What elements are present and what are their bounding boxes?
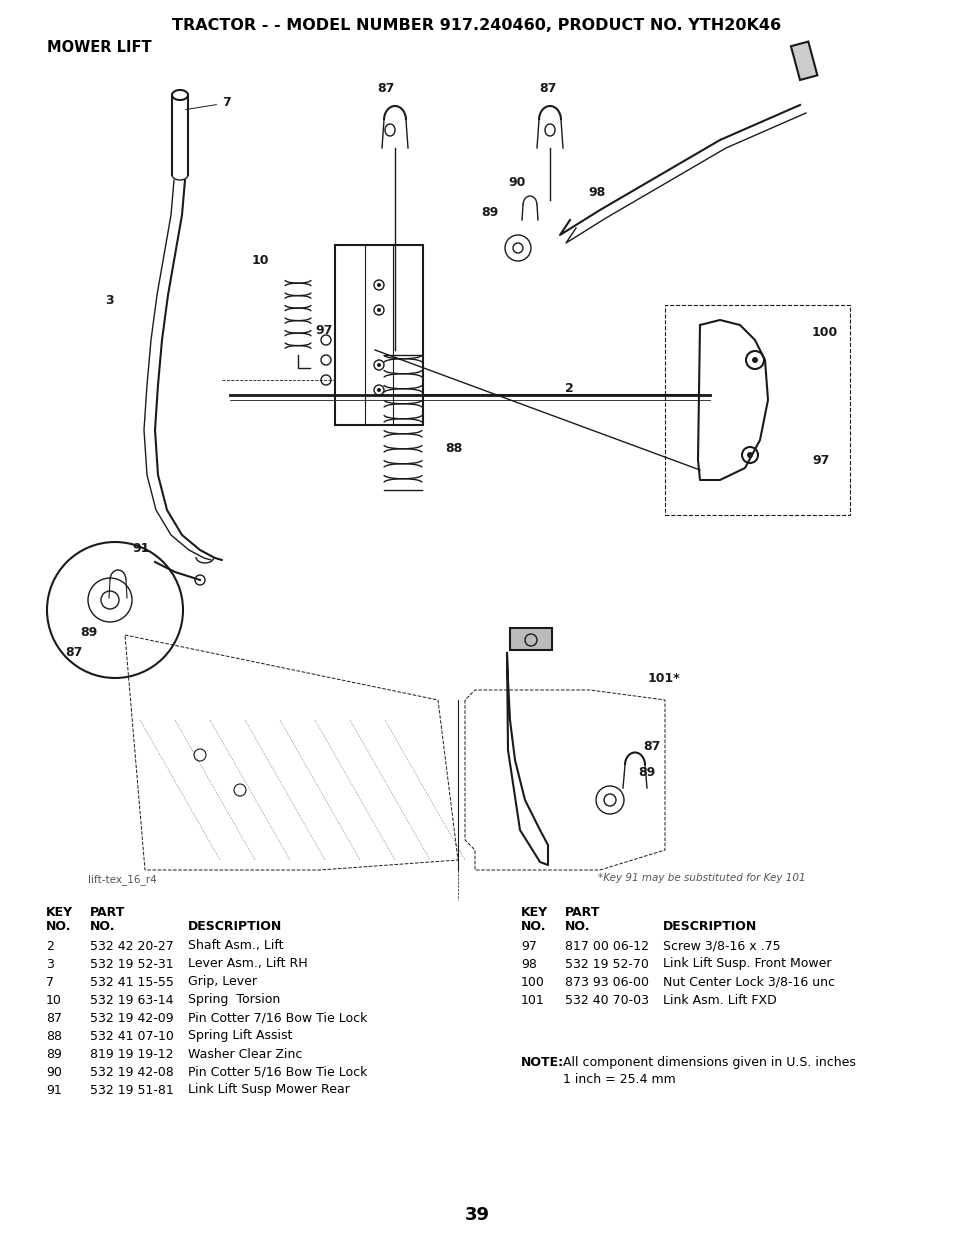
Bar (790, 42, 817, 80)
Text: 3: 3 (46, 957, 53, 971)
Text: NOTE:: NOTE: (520, 1056, 563, 1070)
Text: 2: 2 (46, 940, 53, 952)
Text: 89: 89 (46, 1047, 62, 1061)
Text: DESCRIPTION: DESCRIPTION (188, 920, 282, 934)
Text: NO.: NO. (46, 920, 71, 934)
Text: 100: 100 (520, 976, 544, 988)
Text: 817 00 06-12: 817 00 06-12 (564, 940, 648, 952)
Text: 532 19 52-70: 532 19 52-70 (564, 957, 648, 971)
Text: 91: 91 (132, 541, 150, 555)
Text: lift-tex_16_r4: lift-tex_16_r4 (88, 874, 156, 885)
Text: 532 19 51-81: 532 19 51-81 (90, 1083, 173, 1097)
Text: 87: 87 (377, 82, 395, 95)
Text: KEY: KEY (46, 905, 73, 919)
Text: DESCRIPTION: DESCRIPTION (662, 920, 757, 934)
Text: Nut Center Lock 3/8-16 unc: Nut Center Lock 3/8-16 unc (662, 976, 834, 988)
Text: 90: 90 (46, 1066, 62, 1078)
Text: Washer Clear Zinc: Washer Clear Zinc (188, 1047, 302, 1061)
Text: 819 19 19-12: 819 19 19-12 (90, 1047, 173, 1061)
Text: 89: 89 (480, 206, 497, 220)
Text: 89: 89 (80, 626, 97, 640)
Text: Screw 3/8-16 x .75: Screw 3/8-16 x .75 (662, 940, 780, 952)
Text: Lever Asm., Lift RH: Lever Asm., Lift RH (188, 957, 307, 971)
Text: 7: 7 (46, 976, 54, 988)
Text: 87: 87 (65, 646, 82, 658)
Text: Spring Lift Assist: Spring Lift Assist (188, 1030, 292, 1042)
Text: 100: 100 (811, 326, 838, 338)
Text: *Key 91 may be substituted for Key 101: *Key 91 may be substituted for Key 101 (598, 873, 804, 883)
Text: 101: 101 (520, 993, 544, 1007)
Circle shape (746, 452, 752, 458)
Text: 10: 10 (46, 993, 62, 1007)
Text: 532 19 42-09: 532 19 42-09 (90, 1011, 173, 1025)
Text: 532 41 15-55: 532 41 15-55 (90, 976, 173, 988)
Text: NO.: NO. (90, 920, 115, 934)
Text: 98: 98 (520, 957, 537, 971)
Text: 88: 88 (46, 1030, 62, 1042)
Text: Grip, Lever: Grip, Lever (188, 976, 256, 988)
Text: 39: 39 (464, 1207, 489, 1224)
Text: Link Lift Susp Mower Rear: Link Lift Susp Mower Rear (188, 1083, 350, 1097)
Text: 97: 97 (811, 453, 828, 467)
Text: 90: 90 (507, 177, 525, 189)
Text: 532 42 20-27: 532 42 20-27 (90, 940, 173, 952)
Text: 98: 98 (587, 185, 604, 199)
Text: 88: 88 (444, 441, 462, 454)
Circle shape (376, 388, 380, 391)
Text: 873 93 06-00: 873 93 06-00 (564, 976, 648, 988)
Text: MOWER LIFT: MOWER LIFT (47, 41, 152, 56)
Circle shape (376, 308, 380, 312)
Text: 97: 97 (315, 324, 333, 336)
Text: 3: 3 (106, 294, 114, 306)
Text: 87: 87 (538, 82, 557, 95)
Text: Link Asm. Lift FXD: Link Asm. Lift FXD (662, 993, 776, 1007)
Circle shape (376, 363, 380, 367)
Bar (510, 629, 552, 650)
Circle shape (376, 283, 380, 287)
Bar (335, 245, 422, 425)
Text: 532 40 70-03: 532 40 70-03 (564, 993, 648, 1007)
Text: 7: 7 (186, 96, 231, 110)
Text: 532 19 63-14: 532 19 63-14 (90, 993, 173, 1007)
Text: 532 19 42-08: 532 19 42-08 (90, 1066, 173, 1078)
Text: 89: 89 (638, 767, 655, 779)
Text: NO.: NO. (520, 920, 546, 934)
Text: Pin Cotter 5/16 Bow Tie Lock: Pin Cotter 5/16 Bow Tie Lock (188, 1066, 367, 1078)
Text: 97: 97 (520, 940, 537, 952)
Text: 87: 87 (642, 741, 659, 753)
Bar (664, 305, 849, 515)
Text: 91: 91 (46, 1083, 62, 1097)
Text: 2: 2 (564, 382, 573, 394)
Text: 10: 10 (252, 253, 269, 267)
Text: Pin Cotter 7/16 Bow Tie Lock: Pin Cotter 7/16 Bow Tie Lock (188, 1011, 367, 1025)
Text: PART: PART (90, 905, 125, 919)
Text: 532 19 52-31: 532 19 52-31 (90, 957, 173, 971)
Text: KEY: KEY (520, 905, 548, 919)
Text: TRACTOR - - MODEL NUMBER 917.240460, PRODUCT NO. YTH20K46: TRACTOR - - MODEL NUMBER 917.240460, PRO… (172, 19, 781, 33)
Circle shape (751, 357, 758, 363)
Text: All component dimensions given in U.S. inches: All component dimensions given in U.S. i… (562, 1056, 855, 1070)
Text: 532 41 07-10: 532 41 07-10 (90, 1030, 173, 1042)
Text: Link Lift Susp. Front Mower: Link Lift Susp. Front Mower (662, 957, 831, 971)
Text: PART: PART (564, 905, 599, 919)
Text: 1 inch = 25.4 mm: 1 inch = 25.4 mm (562, 1073, 675, 1086)
Text: 101*: 101* (647, 672, 680, 684)
Text: NO.: NO. (564, 920, 590, 934)
Text: 87: 87 (46, 1011, 62, 1025)
Text: Shaft Asm., Lift: Shaft Asm., Lift (188, 940, 283, 952)
Text: Spring  Torsion: Spring Torsion (188, 993, 280, 1007)
